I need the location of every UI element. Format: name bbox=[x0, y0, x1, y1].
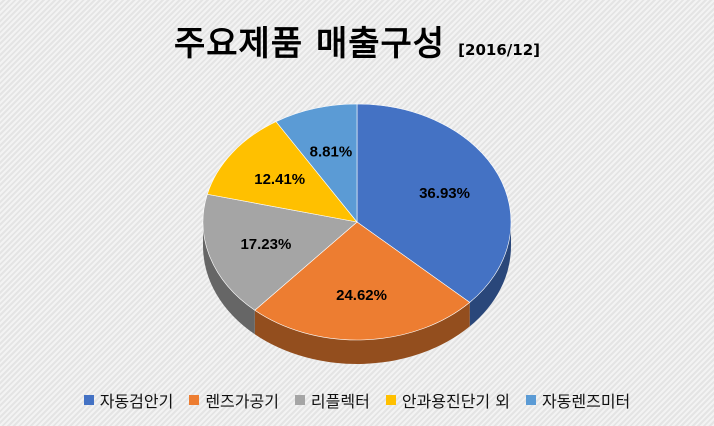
pie-depth bbox=[203, 222, 511, 365]
slice-4 bbox=[206, 121, 358, 223]
data-label-1: 36.93% bbox=[419, 185, 470, 202]
slice-2 bbox=[254, 221, 471, 341]
data-label-5: 8.81% bbox=[310, 144, 353, 161]
chart-title: 주요제품 매출구성 bbox=[174, 24, 446, 64]
legend-item: 렌즈가공기 bbox=[189, 388, 279, 412]
slice-5 bbox=[275, 103, 358, 223]
slice-1 bbox=[356, 103, 512, 303]
legend: 자동검안기 렌즈가공기 리플렉터 안과용진단기 외 자동렌즈미터 bbox=[0, 388, 714, 412]
data-label-2: 24.62% bbox=[336, 287, 387, 304]
legend-item: 자동검안기 bbox=[83, 388, 174, 412]
pie-slices bbox=[202, 103, 512, 341]
legend-label: 자동렌즈미터 bbox=[541, 392, 631, 411]
pie-side-2 bbox=[254, 302, 470, 365]
pie-side-1 bbox=[469, 222, 511, 327]
legend-label: 안과용진단기 외 bbox=[401, 392, 510, 411]
legend-item: 안과용진단기 외 bbox=[385, 388, 510, 412]
legend-label: 자동검안기 bbox=[99, 392, 174, 411]
legend-swatch bbox=[189, 395, 200, 405]
legend-swatch bbox=[83, 395, 94, 405]
legend-swatch bbox=[525, 395, 536, 405]
legend-label: 리플렉터 bbox=[310, 392, 370, 411]
data-label-3: 17.23% bbox=[240, 236, 291, 253]
legend-item: 리플렉터 bbox=[294, 388, 370, 412]
chart-title-area: 주요제품 매출구성 [2016/12] bbox=[0, 16, 714, 65]
legend-swatch bbox=[294, 395, 305, 405]
slice-3 bbox=[202, 193, 358, 311]
legend-label: 렌즈가공기 bbox=[205, 392, 279, 411]
chart-subtitle: [2016/12] bbox=[458, 41, 540, 59]
legend-item: 자동렌즈미터 bbox=[525, 388, 631, 412]
legend-swatch bbox=[385, 395, 396, 405]
data-label-4: 12.41% bbox=[254, 171, 305, 188]
pie-side-3 bbox=[203, 222, 255, 335]
pie-labels: 36.93% 24.62% 17.23% 12.41% 8.81% bbox=[240, 144, 470, 304]
